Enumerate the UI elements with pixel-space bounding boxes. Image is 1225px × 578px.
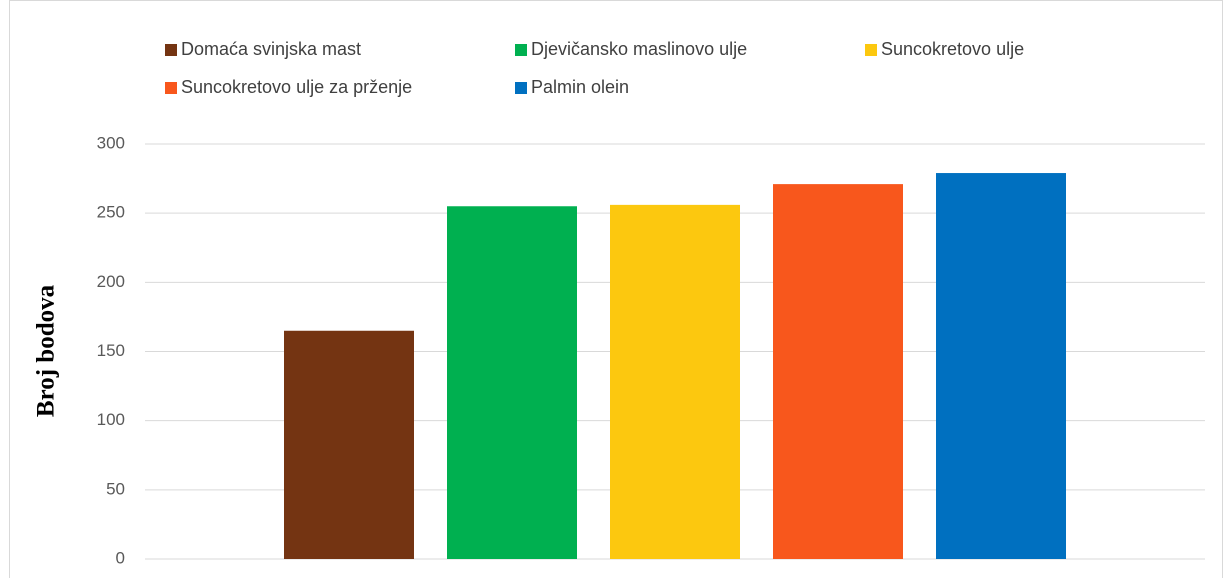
y-tick-label: 0: [116, 548, 125, 567]
legend-label: Suncokretovo ulje za prženje: [181, 77, 412, 97]
legend-label: Palmin olein: [531, 77, 629, 97]
bar: [284, 330, 414, 559]
y-tick-label: 200: [97, 272, 125, 291]
bar: [936, 173, 1066, 560]
bar: [447, 206, 577, 559]
legend-label: Djevičansko maslinovo ulje: [531, 39, 747, 59]
y-tick-label: 300: [97, 133, 125, 152]
y-tick-label: 100: [97, 410, 125, 429]
legend-swatch: [515, 82, 527, 94]
legend-label: Domaća svinjska mast: [181, 39, 361, 59]
legend-swatch: [865, 44, 877, 56]
y-axis-label: Broj bodova: [33, 284, 60, 417]
legend-swatch: [515, 44, 527, 56]
legend-swatch: [165, 44, 177, 56]
legend-label: Suncokretovo ulje: [881, 39, 1024, 59]
y-tick-label: 50: [106, 479, 125, 498]
bar: [773, 184, 903, 559]
legend-swatch: [165, 82, 177, 94]
chart-frame: [9, 0, 1223, 578]
bar: [610, 204, 740, 559]
y-tick-label: 150: [97, 341, 125, 360]
y-tick-label: 250: [97, 203, 125, 222]
